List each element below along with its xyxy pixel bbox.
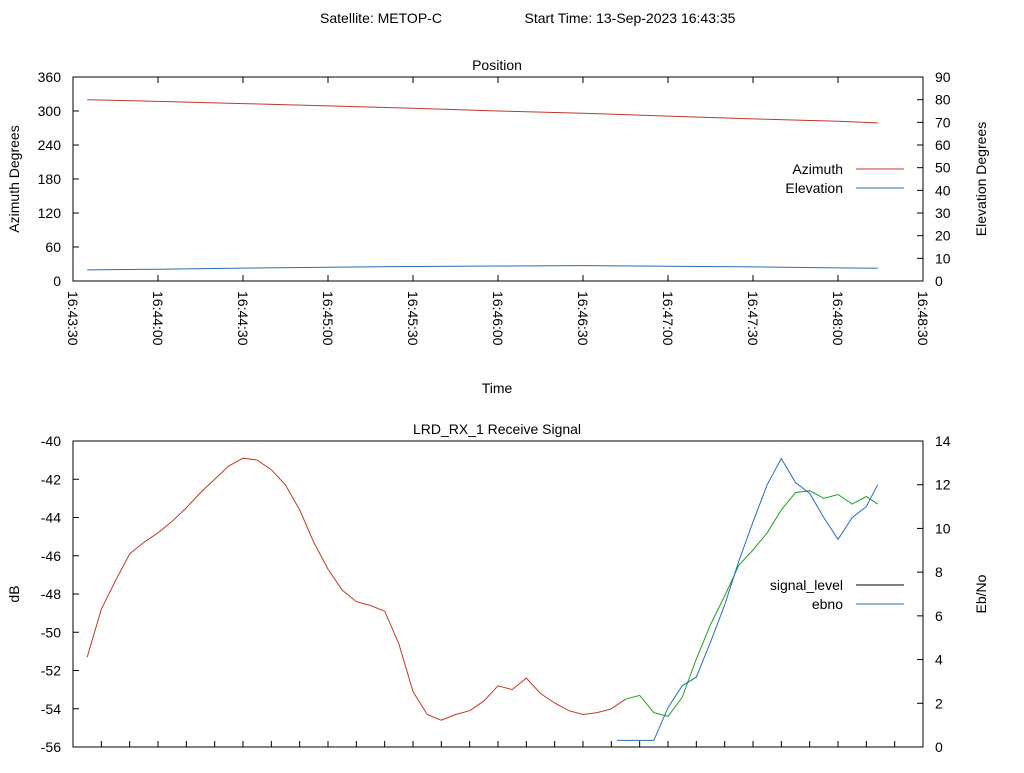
- position-x-tick-label: 16:48:00: [830, 291, 846, 346]
- position-y2-tick-label: 0: [935, 273, 943, 289]
- position-y-tick-label: 300: [38, 103, 62, 119]
- position-x-tick-label: 16:43:30: [65, 291, 81, 346]
- position-y2-tick-label: 60: [935, 137, 951, 153]
- signal-y2-tick-label: 14: [935, 433, 951, 449]
- signal-y-tick-label: -50: [41, 624, 61, 640]
- signal-chart-marks: -56 -54 -52 -50 -48 -46 -44 -42 -40 0 2 4 6 8 10 12 14: [41, 433, 951, 755]
- receive-signal-chart: LRD_RX_1 Receive Signal dB Eb/No -56-54-…: [6, 421, 989, 755]
- position-y2-tick-label: 90: [935, 69, 951, 85]
- position-y-tick-label: 0: [53, 273, 61, 289]
- signal-level-series-line: [86, 457, 626, 721]
- position-y2-tick-label: 20: [935, 228, 951, 244]
- legend-azimuth-label: Azimuth: [792, 161, 843, 177]
- position-y-tick-label: 240: [38, 137, 62, 153]
- signal-y-tick-label: -44: [41, 510, 61, 526]
- signal-plot-frame: [72, 440, 924, 748]
- position-legend: Azimuth Elevation: [785, 161, 904, 196]
- position-chart: Position Time Azimuth Degrees Elevation …: [6, 57, 989, 396]
- signal-y-axis-label: dB: [6, 585, 22, 602]
- position-y-tick-label: 360: [38, 69, 62, 85]
- signal-y-tick-label: -54: [41, 701, 61, 717]
- position-x-tick-label: 16:47:00: [660, 291, 676, 346]
- signal-y-tick-label: -56: [41, 739, 61, 755]
- signal-y-tick-label: -52: [41, 663, 61, 679]
- satellite-label: Satellite: METOP-C: [320, 10, 442, 26]
- position-y-tick-label: 60: [45, 239, 61, 255]
- signal-level-locked-series-line: [625, 490, 878, 717]
- legend-signal-level-label: signal_level: [770, 577, 843, 593]
- signal-y2-tick-label: 12: [935, 477, 951, 493]
- ebno-series-line: [617, 457, 879, 741]
- azimuth-series-line: [87, 99, 878, 124]
- signal-y-tick-label: -46: [41, 548, 61, 564]
- position-y2-tick-label: 80: [935, 92, 951, 108]
- position-y-axis-label: Azimuth Degrees: [6, 125, 22, 232]
- start-time-label: Start Time: 13-Sep-2023 16:43:35: [525, 10, 736, 26]
- legend-elevation-label: Elevation: [785, 180, 843, 196]
- signal-y2-tick-label: 10: [935, 520, 951, 536]
- position-y2-axis-label: Elevation Degrees: [973, 122, 989, 236]
- position-plot-frame: [72, 76, 924, 282]
- position-x-tick-label: 16:44:30: [235, 291, 251, 346]
- position-chart-marks: 16:43:30 16:44:00 16:44:30 16:45:00 16:45:30…: [38, 69, 951, 346]
- position-y2-tick-label: 40: [935, 182, 951, 198]
- legend-ebno-label: ebno: [812, 596, 843, 612]
- position-y2-tick-label: 30: [935, 205, 951, 221]
- position-y-tick-label: 180: [38, 171, 62, 187]
- elevation-series-line: [87, 265, 878, 271]
- position-chart-title: Position: [472, 57, 522, 73]
- signal-y-tick-label: -40: [41, 433, 61, 449]
- signal-y2-tick-label: 4: [935, 652, 943, 668]
- signal-y2-tick-label: 8: [935, 564, 943, 580]
- signal-y2-tick-label: 6: [935, 608, 943, 624]
- signal-y2-axis-label: Eb/No: [973, 574, 989, 613]
- position-x-tick-label: 16:47:30: [745, 291, 761, 346]
- signal-y-tick-label: -48: [41, 586, 61, 602]
- position-x-tick-label: 16:46:30: [575, 291, 591, 346]
- signal-y2-tick-label: 2: [935, 695, 943, 711]
- position-y2-tick-label: 70: [935, 114, 951, 130]
- signal-y2-tick-label: 0: [935, 739, 943, 755]
- position-y2-tick-label: 10: [935, 250, 951, 266]
- position-x-axis-label: Time: [482, 380, 513, 396]
- signal-chart-title: LRD_RX_1 Receive Signal: [413, 421, 581, 437]
- position-x-tick-label: 16:45:00: [320, 291, 336, 346]
- position-y2-tick-label: 50: [935, 160, 951, 176]
- position-x-tick-label: 16:48:30: [915, 291, 931, 346]
- position-x-tick-label: 16:46:00: [490, 291, 506, 346]
- position-y-tick-label: 120: [38, 205, 62, 221]
- position-x-tick-label: 16:45:30: [405, 291, 421, 346]
- signal-y-tick-label: -42: [41, 471, 61, 487]
- signal-legend: signal_level ebno: [770, 577, 904, 612]
- position-x-tick-label: 16:44:00: [150, 291, 166, 346]
